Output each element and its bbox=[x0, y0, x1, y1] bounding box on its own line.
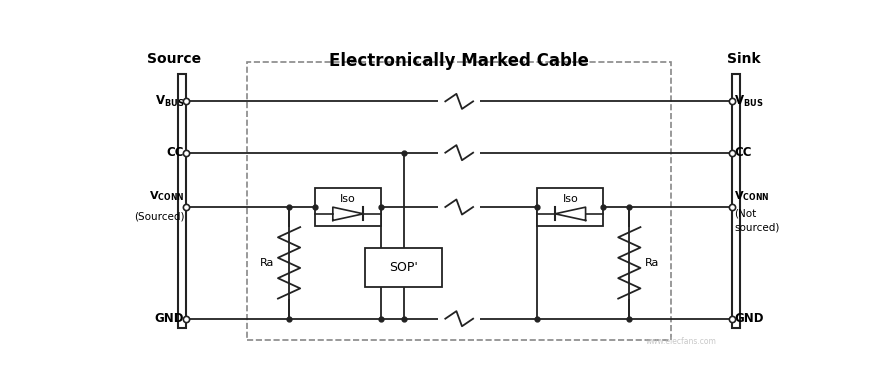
Text: SOP': SOP' bbox=[389, 261, 418, 274]
Text: V$_{\mathbf{BUS}}$: V$_{\mathbf{BUS}}$ bbox=[155, 94, 185, 109]
Text: GND: GND bbox=[155, 312, 185, 325]
Bar bbox=[178, 74, 186, 328]
Text: (Sourced): (Sourced) bbox=[134, 211, 185, 221]
Text: CC: CC bbox=[734, 146, 752, 159]
Text: V$_{\mathbf{CONN}}$: V$_{\mathbf{CONN}}$ bbox=[734, 190, 770, 203]
Text: Ra: Ra bbox=[260, 258, 274, 268]
Text: sourced): sourced) bbox=[734, 222, 780, 232]
Text: Ra: Ra bbox=[644, 258, 659, 268]
Text: V$_{\mathbf{BUS}}$: V$_{\mathbf{BUS}}$ bbox=[734, 94, 763, 109]
Text: Iso: Iso bbox=[563, 194, 578, 204]
Text: CC: CC bbox=[167, 146, 185, 159]
Text: Iso: Iso bbox=[340, 194, 356, 204]
Bar bbox=[538, 188, 603, 226]
Text: Electronically Marked Cable: Electronically Marked Cable bbox=[329, 52, 590, 69]
Text: Source: Source bbox=[148, 52, 202, 65]
Bar bbox=[247, 62, 671, 340]
Text: Sink: Sink bbox=[727, 52, 761, 65]
Text: (Not: (Not bbox=[734, 208, 756, 218]
Text: www.elecfans.com: www.elecfans.com bbox=[646, 337, 717, 346]
Text: V$_{\mathbf{CONN}}$: V$_{\mathbf{CONN}}$ bbox=[149, 190, 185, 203]
Bar bbox=[315, 188, 381, 226]
Bar bbox=[732, 74, 740, 328]
Text: GND: GND bbox=[734, 312, 763, 325]
Bar bbox=[366, 248, 442, 287]
